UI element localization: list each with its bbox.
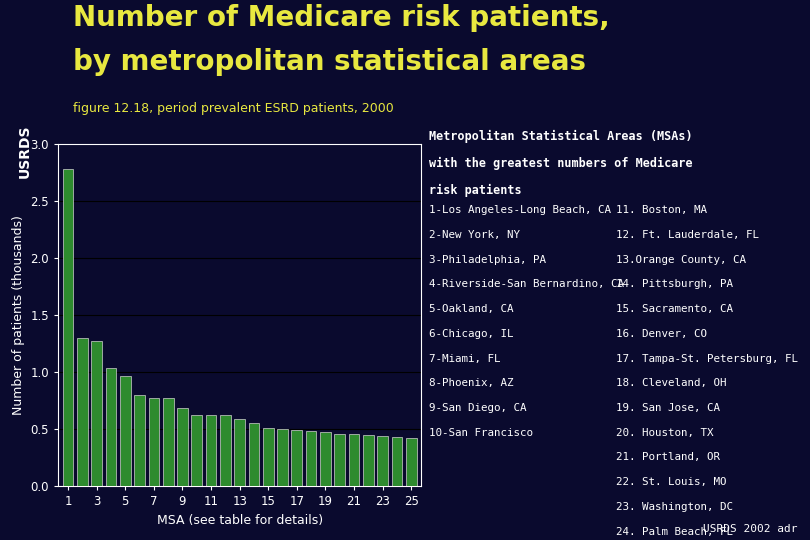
Bar (391, 437, 403, 486)
Text: 19. San Jose, CA: 19. San Jose, CA (616, 403, 719, 413)
Bar (177, 408, 188, 486)
Text: 21. Portland, OR: 21. Portland, OR (616, 453, 719, 462)
Text: with the greatest numbers of Medicare: with the greatest numbers of Medicare (429, 157, 693, 170)
Text: 12. Ft. Lauderdale, FL: 12. Ft. Lauderdale, FL (616, 230, 759, 240)
Text: 7-Miami, FL: 7-Miami, FL (429, 354, 501, 363)
Text: 14. Pittsburgh, PA: 14. Pittsburgh, PA (616, 279, 732, 289)
Text: 6-Chicago, IL: 6-Chicago, IL (429, 329, 514, 339)
Bar (249, 423, 259, 486)
Text: 24. Palm Beach, FL: 24. Palm Beach, FL (616, 526, 732, 537)
Bar (292, 430, 302, 486)
Text: USRDS 2002 adr: USRDS 2002 adr (703, 523, 798, 534)
Text: 17. Tampa-St. Petersburg, FL: 17. Tampa-St. Petersburg, FL (616, 354, 798, 363)
Bar (134, 395, 145, 486)
Text: 5-Oakland, CA: 5-Oakland, CA (429, 304, 514, 314)
Text: 20. Houston, TX: 20. Houston, TX (616, 428, 713, 438)
Text: 11. Boston, MA: 11. Boston, MA (616, 205, 706, 215)
Text: 18. Cleveland, OH: 18. Cleveland, OH (616, 378, 726, 388)
Text: figure 12.18, period prevalent ESRD patients, 2000: figure 12.18, period prevalent ESRD pati… (73, 102, 394, 114)
Bar (234, 418, 245, 486)
Text: Number of Medicare risk patients,: Number of Medicare risk patients, (73, 4, 610, 32)
Text: Metropolitan Statistical Areas (MSAs): Metropolitan Statistical Areas (MSAs) (429, 130, 693, 143)
Text: 1-Los Angeles-Long Beach, CA: 1-Los Angeles-Long Beach, CA (429, 205, 612, 215)
Text: 3-Philadelphia, PA: 3-Philadelphia, PA (429, 254, 546, 265)
Bar (348, 434, 360, 486)
Y-axis label: Number of patients (thousands): Number of patients (thousands) (12, 215, 25, 415)
Bar (406, 438, 416, 486)
Bar (120, 376, 130, 486)
Text: 23. Washington, DC: 23. Washington, DC (616, 502, 732, 512)
Text: USRDS: USRDS (18, 124, 32, 178)
Bar (220, 415, 231, 486)
Bar (320, 433, 330, 486)
Bar (77, 338, 87, 486)
X-axis label: MSA (see table for details): MSA (see table for details) (156, 514, 322, 526)
Bar (305, 431, 317, 486)
Text: by metropolitan statistical areas: by metropolitan statistical areas (73, 48, 586, 76)
Bar (163, 398, 173, 486)
Text: risk patients: risk patients (429, 184, 522, 197)
Text: 16. Denver, CO: 16. Denver, CO (616, 329, 706, 339)
Bar (277, 429, 288, 486)
Text: 15. Sacramento, CA: 15. Sacramento, CA (616, 304, 732, 314)
Bar (105, 368, 117, 486)
Bar (263, 428, 274, 486)
Bar (335, 434, 345, 486)
Text: 13.Orange County, CA: 13.Orange County, CA (616, 254, 745, 265)
Bar (377, 436, 388, 486)
Text: 10-San Francisco: 10-San Francisco (429, 428, 533, 438)
Text: 8-Phoenix, AZ: 8-Phoenix, AZ (429, 378, 514, 388)
Bar (92, 341, 102, 486)
Text: 2-New York, NY: 2-New York, NY (429, 230, 520, 240)
Bar (191, 415, 202, 486)
Text: 22. St. Louis, MO: 22. St. Louis, MO (616, 477, 726, 487)
Text: 4-Riverside-San Bernardino, CA: 4-Riverside-San Bernardino, CA (429, 279, 625, 289)
Text: 9-San Diego, CA: 9-San Diego, CA (429, 403, 526, 413)
Bar (148, 398, 160, 486)
Bar (62, 169, 74, 486)
Bar (363, 435, 373, 486)
Bar (206, 415, 216, 486)
